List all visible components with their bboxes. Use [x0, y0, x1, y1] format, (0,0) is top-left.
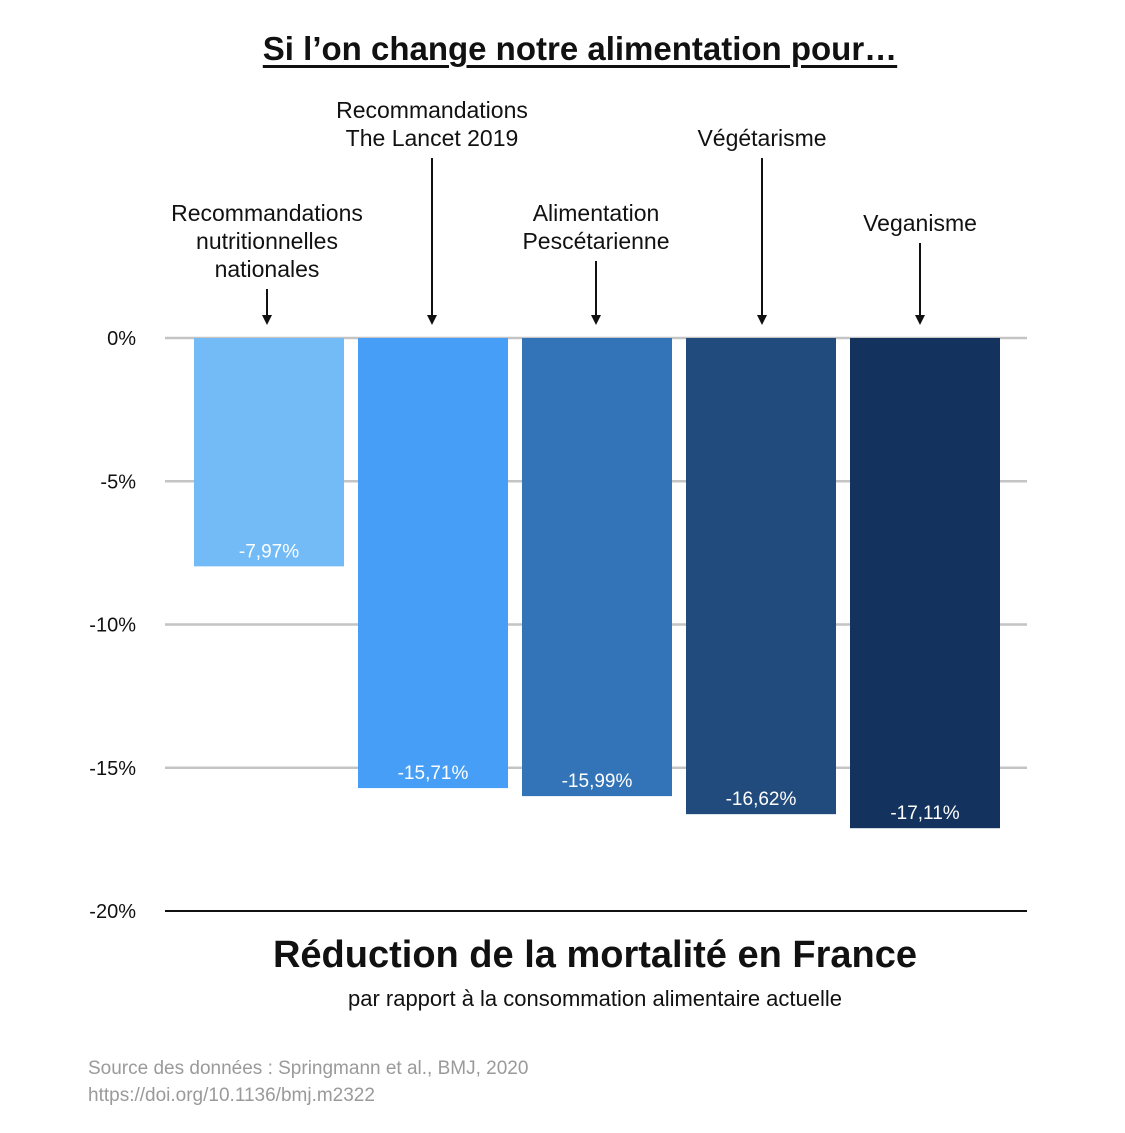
data-label: -17,11%: [890, 803, 959, 824]
category-label: Alimentation: [533, 200, 660, 226]
source-note: Source des données : Springmann et al., …: [88, 1055, 528, 1109]
category-label: Recommandations: [336, 97, 528, 123]
y-tick-label: -20%: [89, 901, 136, 923]
data-label: -15,71%: [398, 763, 469, 784]
y-tick-label: -15%: [89, 758, 136, 780]
y-tick-label: 0%: [107, 328, 136, 350]
category-label: nationales: [215, 256, 320, 282]
data-label: -16,62%: [726, 789, 797, 810]
data-label: -7,97%: [239, 541, 299, 562]
category-label: Veganisme: [863, 210, 977, 236]
category-label: Recommandations: [171, 200, 363, 226]
bar: [850, 338, 1000, 829]
category-label: nutritionnelles: [196, 228, 338, 254]
category-label: Végétarisme: [697, 125, 826, 151]
y-tick-label: -5%: [100, 471, 136, 493]
bar: [686, 338, 836, 815]
category-label: Pescétarienne: [522, 228, 669, 254]
bar: [194, 338, 344, 567]
source-doi: https://doi.org/10.1136/bmj.m2322: [88, 1085, 375, 1106]
y-tick-label: -10%: [89, 615, 136, 637]
data-label: -15,99%: [562, 771, 633, 792]
arrow-head: [757, 315, 767, 325]
bar: [358, 338, 508, 789]
arrow-head: [591, 315, 601, 325]
category-label: The Lancet 2019: [346, 125, 519, 151]
arrow-head: [427, 315, 437, 325]
arrow-head: [915, 315, 925, 325]
x-axis-title: Réduction de la mortalité en France: [272, 934, 918, 976]
chart-title: Si l’on change notre alimentation pour…: [262, 30, 898, 67]
source-citation: Source des données : Springmann et al., …: [88, 1058, 529, 1079]
arrow-head: [262, 315, 272, 325]
bar: [522, 338, 672, 797]
chart-subtitle: par rapport à la consommation alimentair…: [347, 986, 843, 1011]
